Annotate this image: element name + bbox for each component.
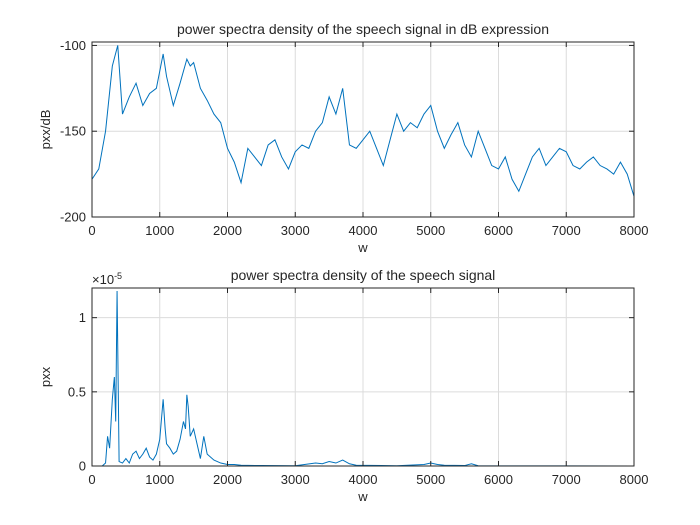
x-tick-label-5: 5000 xyxy=(416,223,445,238)
y-tick-label-1: 0.5 xyxy=(68,384,86,399)
exponent-power: -5 xyxy=(114,271,122,281)
exponent-base: ×10 xyxy=(92,272,114,287)
y-tick-label-2: 1 xyxy=(79,310,86,325)
x-tick-label-2: 2000 xyxy=(213,223,242,238)
y-axis-label-dB: pxx/dB xyxy=(38,110,53,150)
y-tick-label-1: -150 xyxy=(60,124,86,139)
x-tick-label-3: 3000 xyxy=(281,472,310,487)
x-tick-label-4: 4000 xyxy=(349,223,378,238)
grid-linear xyxy=(91,288,635,467)
ticks-dB: 0 1000 2000 3000 4000 5000 6000 7000 8000 -200 -15… xyxy=(60,38,648,238)
grid-dB xyxy=(91,42,635,218)
x-axis-label-linear: w xyxy=(357,489,368,504)
series-line-linear xyxy=(92,290,635,467)
y-tick-label-0: 0 xyxy=(79,459,86,474)
chart-title-dB: power spectra density of the speech sign… xyxy=(177,21,549,37)
x-tick-label-1: 1000 xyxy=(145,223,174,238)
x-tick-label-6: 6000 xyxy=(484,472,513,487)
x-tick-label-7: 7000 xyxy=(552,472,581,487)
x-axis-label-dB: w xyxy=(357,240,368,255)
x-tick-label-0: 0 xyxy=(88,223,95,238)
y-tick-label-2: -100 xyxy=(60,38,86,53)
x-tick-label-8: 8000 xyxy=(620,223,649,238)
ticks-linear: 0 1000 2000 3000 4000 5000 6000 7000 8000 0 0.5 1 xyxy=(68,288,649,487)
chart-title-linear: power spectra density of the speech sign… xyxy=(231,267,496,283)
x-tick-label-2: 2000 xyxy=(213,472,242,487)
y-axis-label-linear: pxx xyxy=(38,366,53,387)
x-tick-label-7: 7000 xyxy=(552,223,581,238)
chart-linear: 0 1000 2000 3000 4000 5000 6000 7000 8000 0 0.5 1 p… xyxy=(38,267,648,504)
x-tick-label-8: 8000 xyxy=(620,472,649,487)
x-tick-label-6: 6000 xyxy=(484,223,513,238)
chart-dB: 0 1000 2000 3000 4000 5000 6000 7000 8000 -200 -15… xyxy=(38,21,648,255)
series-line-dB xyxy=(91,45,635,197)
y-axis-exponent: ×10-5 xyxy=(92,271,122,287)
x-tick-label-0: 0 xyxy=(88,472,95,487)
x-tick-label-5: 5000 xyxy=(416,472,445,487)
x-tick-label-4: 4000 xyxy=(349,472,378,487)
y-tick-label-0: -200 xyxy=(60,210,86,225)
x-tick-label-3: 3000 xyxy=(281,223,310,238)
x-tick-label-1: 1000 xyxy=(145,472,174,487)
